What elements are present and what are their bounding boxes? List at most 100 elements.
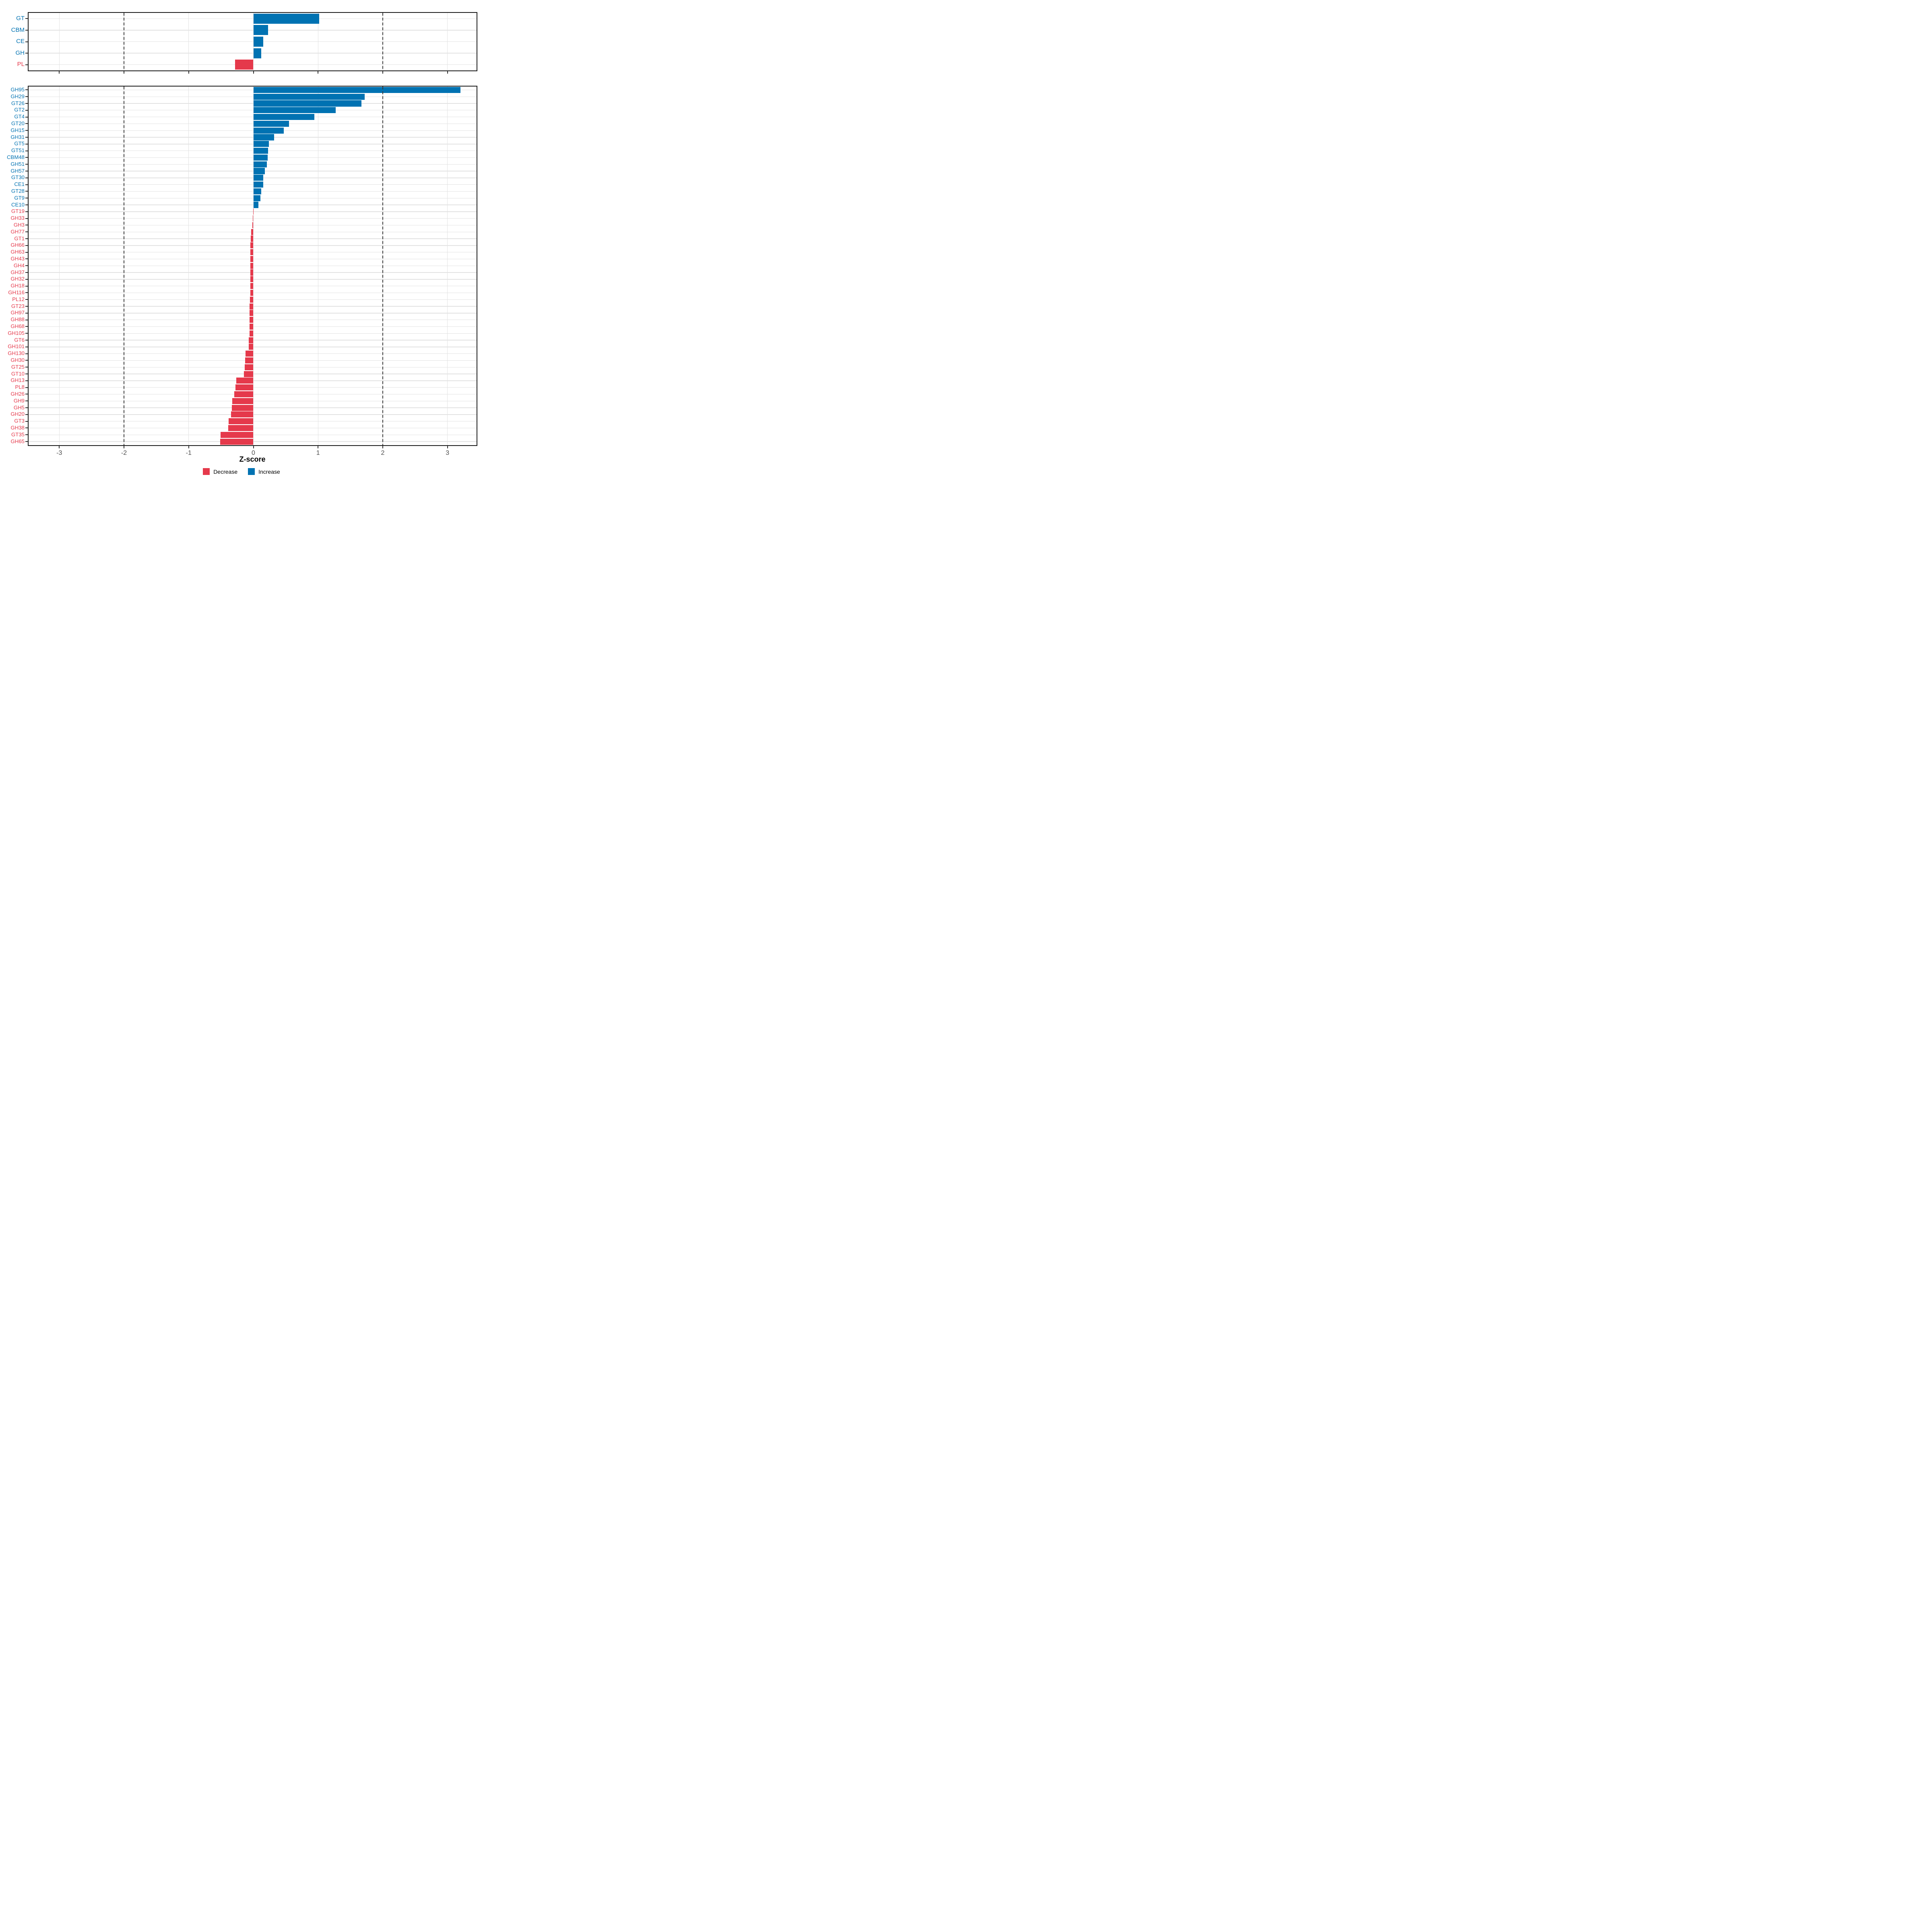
bar-GT10 [244,371,254,377]
y-label-GT51: GT51 [11,147,25,154]
bar-GH97 [249,310,254,316]
x-tickmark--3 [59,446,60,448]
y-tickmark-GH116 [25,292,28,293]
y-label-GH37: GH37 [10,269,25,275]
y-tickmark-GH32 [25,279,28,280]
x-tickmark-0 [253,446,254,448]
y-tickmark-GT6 [25,340,28,341]
y-label-GH65: GH65 [10,438,25,444]
bar-GT [253,13,320,24]
bar-CBM [253,25,268,35]
y-tickmark-GH105 [25,333,28,334]
hgridline-CE [29,41,477,42]
y-label-GH97: GH97 [10,310,25,316]
bar-GH63 [250,249,254,256]
y-tickmark-CE10 [25,204,28,206]
y-tickmark-PL [25,64,28,65]
y-tickmark-GH33 [25,218,28,219]
y-tickmark-GH13 [25,380,28,381]
y-label-GH26: GH26 [10,391,25,397]
bar-GT23 [249,303,254,310]
bar-CE1 [253,182,263,188]
y-label-GT: GT [16,15,25,22]
y-label-GH38: GH38 [10,425,25,431]
bar-GH66 [250,242,254,249]
bar-GH5 [232,405,254,411]
y-label-GH77: GH77 [10,228,25,235]
y-tickmark-CBM48 [25,157,28,158]
bar-GH68 [249,323,254,330]
bar-GT6 [248,337,254,343]
y-tickmark-GH95 [25,89,28,91]
y-tickmark-CE [25,41,28,42]
x-tickmark-2 [382,71,383,74]
family-panel [28,86,477,446]
bar-CBM48 [253,154,268,161]
class-panel [28,12,477,71]
y-label-GH9: GH9 [13,397,25,404]
y-label-CBM48: CBM48 [7,154,25,161]
y-tickmark-GH38 [25,427,28,429]
x-ticklabel--2: -2 [121,449,127,456]
y-label-GH43: GH43 [10,256,25,262]
y-label-GH57: GH57 [10,167,25,174]
x-tickmark-0 [253,71,254,74]
vgridline--3 [59,13,60,70]
y-label-GH32: GH32 [10,276,25,282]
y-tickmark-GH30 [25,360,28,361]
x-ticklabel--1: -1 [186,449,192,456]
bar-GH13 [236,378,254,384]
y-tickmark-GT [25,18,28,19]
y-tickmark-PL12 [25,299,28,300]
bar-GT25 [244,364,254,370]
y-tickmark-PL8 [25,387,28,388]
y-tickmark-GT4 [25,116,28,118]
y-tickmark-GH [25,53,28,54]
y-tickmark-GH63 [25,252,28,253]
decrease-swatch [203,468,210,475]
x-axis-title: Z-score [239,455,266,463]
vgridline--1 [188,13,189,70]
x-ticklabel-3: 3 [446,449,450,456]
y-tickmark-GH20 [25,414,28,415]
y-label-GH116: GH116 [8,289,25,296]
vgridline--1 [188,87,189,445]
x-ticklabel-1: 1 [316,449,320,456]
bar-PL [235,60,254,70]
y-label-GH: GH [15,49,25,56]
y-label-GH5: GH5 [13,404,25,411]
bar-GT51 [253,148,268,154]
decrease-label: Decrease [213,468,238,475]
vgridline-0 [253,13,254,70]
y-label-GH88: GH88 [10,316,25,323]
increase-label: Increase [258,468,280,475]
hgridline-GT19 [29,211,477,212]
y-label-GT35: GT35 [11,431,25,438]
y-label-GT6: GT6 [14,336,25,343]
bar-GH88 [249,317,254,323]
bar-GH37 [250,269,254,276]
y-tickmark-GH97 [25,312,28,314]
y-label-GT3: GT3 [14,418,25,424]
bar-GH30 [245,357,254,364]
x-tickmark-3 [447,71,448,74]
bar-GT5 [253,141,269,147]
y-label-GH63: GH63 [10,249,25,255]
y-tickmark-GH43 [25,258,28,260]
bar-GH77 [251,229,254,235]
y-tickmark-GH51 [25,164,28,165]
y-label-GT25: GT25 [11,363,25,370]
y-tickmark-GT35 [25,434,28,436]
bar-GT19 [253,208,254,215]
y-tickmark-GT23 [25,306,28,307]
y-label-GH105: GH105 [8,330,25,336]
bar-GT28 [253,188,261,194]
y-tickmark-GH29 [25,96,28,97]
bar-PL12 [250,296,254,303]
y-label-GH4: GH4 [13,262,25,268]
x-ticklabel--3: -3 [56,449,62,456]
y-label-GH66: GH66 [10,242,25,248]
bar-GH26 [234,391,254,398]
increase-swatch [248,468,255,475]
legend: Decrease Increase [0,468,483,475]
